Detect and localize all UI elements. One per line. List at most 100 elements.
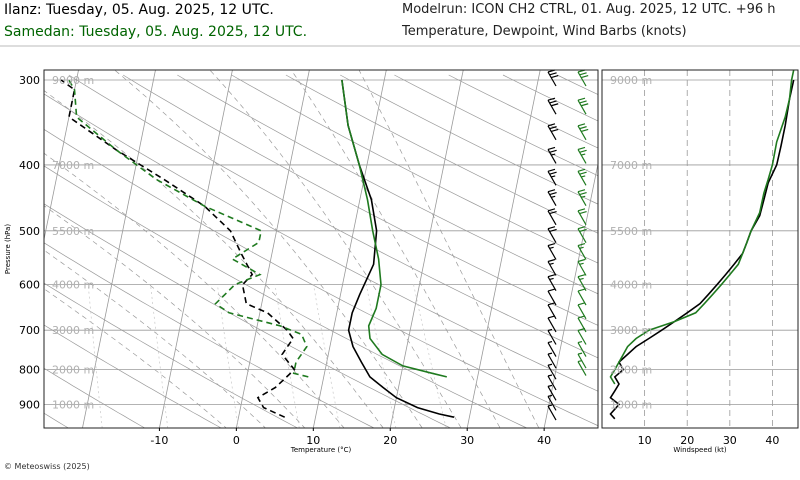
isotherm-line [312, 70, 387, 428]
pressure-tick-label: 400 [19, 159, 40, 172]
pressure-tick-label: 700 [19, 324, 40, 337]
windspeed-axis-label: Windspeed (kt) [673, 446, 726, 454]
temperature-profile-samedan [341, 79, 447, 378]
wind-barb-ilanz [547, 97, 559, 115]
wind-barb-staff [577, 125, 587, 141]
temperature-tick-label: 20 [383, 434, 397, 447]
wind-barb-staff [547, 171, 557, 186]
wind-barb-flag [549, 100, 557, 104]
wind-barb-flag [547, 288, 556, 292]
wind-barb-ilanz [547, 363, 557, 380]
wind-barb-samedan [577, 274, 587, 291]
wind-barb-flag [579, 126, 587, 130]
height-label: 2000 m [52, 364, 94, 377]
height-label: 9000 m [52, 74, 94, 87]
wind-barb-samedan [577, 302, 587, 320]
windspeed-tick-label: 40 [765, 434, 779, 447]
skewt-profiles [60, 79, 455, 418]
moist-adiabat-line [290, 70, 501, 428]
copyright-note: © Meteoswiss (2025) [4, 462, 90, 471]
wind-barb-half-flag [579, 277, 584, 281]
header-variables: Temperature, Dewpoint, Wind Barbs (knots… [402, 24, 687, 39]
pressure-tick-label: 500 [19, 225, 40, 238]
wind-barb-staff [547, 342, 557, 357]
wind-barb-staff [547, 290, 557, 306]
pressure-tick-label: 800 [19, 364, 40, 377]
wind-barb-half-flag [547, 352, 553, 355]
wind-barb-ilanz [547, 315, 557, 333]
wind-barb-staff [547, 99, 557, 115]
wind-barb-flag [551, 75, 559, 79]
wind-barb-samedan [577, 226, 587, 243]
dry-adiabat-line [44, 165, 527, 428]
isotherm-line [44, 70, 79, 242]
header-modelrun: Modelrun: ICON CH2 CTRL, 01. Aug. 2025, … [402, 2, 776, 17]
windspeed-profiles [609, 70, 795, 420]
wind-barb-half-flag [547, 384, 553, 387]
mixing-ratio-line [274, 284, 300, 428]
moist-adiabat-line [114, 70, 423, 428]
wind-barb-flag [579, 149, 587, 153]
dry-adiabat-line [44, 203, 451, 428]
wind-barbs [547, 69, 589, 421]
windspeed-profile-ilanz [609, 79, 795, 420]
wind-barb-staff [577, 245, 587, 260]
temperature-tick-label: 0 [233, 434, 240, 447]
wind-barb-samedan [577, 189, 587, 207]
wind-barb-ilanz [547, 69, 559, 87]
wind-barb-flag [577, 226, 586, 230]
dewpoint-profile-ilanz [60, 79, 296, 418]
temperature-profile-ilanz [341, 79, 455, 418]
wind-barb-ilanz [547, 302, 557, 320]
wind-barb-half-flag [551, 153, 556, 156]
wind-barb-half-flag [549, 262, 554, 265]
wind-barb-staff [577, 191, 587, 207]
wind-barb-flag [577, 302, 586, 306]
dry-adiabat-line [44, 367, 145, 428]
wind-barb-staff [547, 228, 557, 243]
wind-barb-half-flag [549, 246, 554, 249]
dry-adiabat-line [774, 75, 800, 428]
wind-barb-flag [551, 103, 559, 107]
moist-adiabat-line [44, 288, 227, 428]
wind-barb-flag [547, 315, 556, 319]
wind-barb-ilanz [547, 146, 557, 164]
wind-barb-ilanz [547, 374, 557, 391]
wind-barb-staff [547, 364, 557, 380]
wind-barb-flag [579, 210, 587, 215]
wind-barb-flag [551, 128, 559, 133]
wind-barb-ilanz [547, 208, 557, 226]
windspeed-axes: 10 20 30 40 9000 m 7000 m 5500 m 4000 m 3000 m 20… [610, 74, 779, 454]
windspeed-height-label: 9000 m [610, 74, 652, 87]
wind-barb-staff [547, 125, 557, 141]
mixing-ratio-line [150, 284, 169, 428]
windspeed-grid [602, 70, 798, 428]
dry-adiabat-line [720, 75, 800, 428]
temperature-tick-label: 30 [460, 434, 474, 447]
wind-barb-staff [547, 396, 557, 411]
height-label: 1000 m [52, 398, 94, 411]
windspeed-frame [601, 69, 799, 429]
wind-barb-samedan [577, 146, 587, 164]
wind-barb-half-flag [581, 175, 586, 178]
wind-barb-samedan [577, 242, 587, 260]
wind-barb-flag [547, 258, 556, 263]
height-label: 5500 m [52, 225, 94, 238]
header-station-samedan: Samedan: Tuesday, 05. Aug. 2025, 12 UTC. [4, 24, 308, 40]
wind-barb-flag [577, 258, 586, 263]
wind-barb-staff [577, 149, 587, 164]
wind-barb-flag [549, 72, 557, 76]
wind-barb-half-flag [547, 394, 553, 397]
wind-barb-flag [577, 315, 586, 319]
pressure-tick-label: 900 [19, 398, 40, 411]
wind-barb-samedan [577, 352, 587, 369]
wind-barb-staff [577, 361, 587, 376]
dry-adiabat-line [122, 74, 598, 326]
wind-barb-flag [547, 168, 556, 172]
wind-barb-flag [547, 226, 556, 230]
dry-adiabat-line [285, 74, 598, 234]
wind-barb-flag [577, 97, 586, 101]
wind-barb-flag [579, 228, 587, 233]
wind-barb-ilanz [547, 384, 557, 401]
